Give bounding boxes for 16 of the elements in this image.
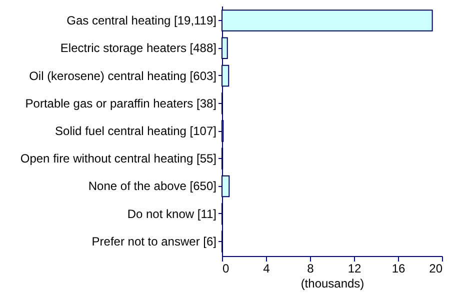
y-tick-label: None of the above [650] [88, 179, 216, 194]
x-tick-label: 0 [222, 262, 230, 276]
y-tick-label: Prefer not to answer [6] [92, 234, 216, 248]
y-tick-label: Electric storage heaters [488] [60, 41, 216, 56]
y-tick-label: Gas central heating [19,119] [66, 14, 216, 28]
y-tick-label: Open fire without central heating [55] [20, 152, 216, 166]
y-tick-label: Portable gas or paraffin heaters [38] [25, 96, 216, 110]
x-tick-label: 8 [307, 262, 314, 276]
y-tick-label: Do not know [11] [127, 206, 216, 221]
x-axis-title: (thousands) [300, 276, 364, 290]
x-tick-label: 16 [392, 262, 406, 276]
x-tick-label: 12 [348, 262, 362, 276]
x-tick-label: 4 [263, 262, 270, 276]
y-tick-label: Oil (kerosene) central heating [603] [29, 68, 216, 83]
x-tick-label: 20 [429, 262, 443, 276]
y-tick-label: Solid fuel central heating [107] [55, 124, 216, 138]
